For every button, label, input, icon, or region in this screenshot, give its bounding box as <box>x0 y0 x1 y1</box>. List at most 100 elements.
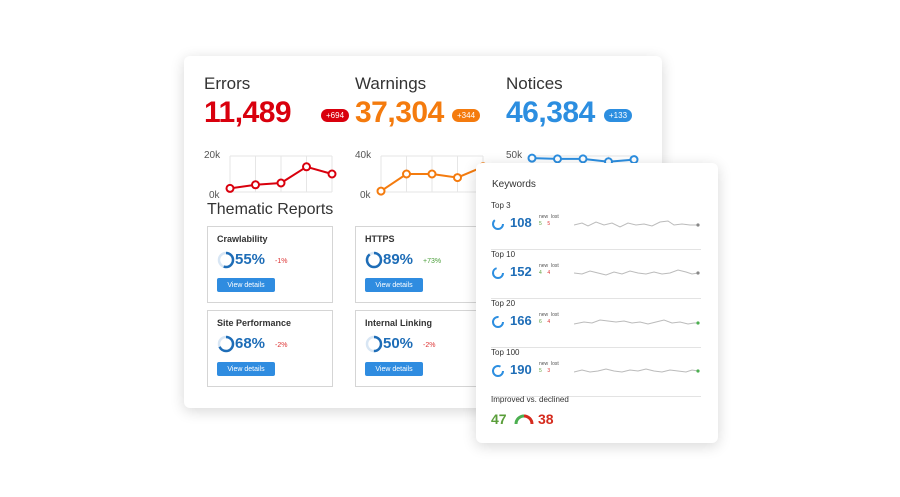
keywords-panel: Keywords Top 3 108 new lost 5 5 Top 10 1… <box>476 163 718 443</box>
keyword-row-label: Top 3 <box>491 201 511 210</box>
progress-ring-icon <box>492 267 504 279</box>
report-percent: 55% <box>235 251 266 268</box>
keyword-count: 190 <box>510 362 532 377</box>
trend-point <box>553 154 562 164</box>
report-title: Internal Linking <box>365 318 433 328</box>
view-details-button[interactable]: View details <box>217 362 275 376</box>
keyword-count: 152 <box>510 264 532 279</box>
trend-point <box>251 180 260 190</box>
lost-label: lost <box>550 312 559 318</box>
errors-sparkline: 20k 0k <box>204 150 337 201</box>
view-details-button[interactable]: View details <box>365 362 423 376</box>
new-count: 4 <box>539 270 542 276</box>
ring-fill <box>217 251 235 269</box>
report-delta: +73% <box>423 258 442 265</box>
warnings-axis-bottom: 0k <box>360 190 372 201</box>
trend-point <box>402 169 411 179</box>
ring-fill <box>365 335 383 353</box>
lost-label: lost <box>550 263 559 269</box>
lost-count: 3 <box>547 368 551 374</box>
lost-label: lost <box>550 361 559 367</box>
errors-axis-top: 20k <box>204 150 221 161</box>
errors-label: Errors <box>204 74 251 93</box>
ring-fill <box>365 251 383 269</box>
progress-ring-icon <box>365 335 383 353</box>
progress-ring-icon <box>217 251 235 269</box>
errors-value: 11,489 <box>204 96 292 129</box>
keywords-title: Keywords <box>492 179 536 190</box>
improved-count: 47 <box>491 411 507 427</box>
report-card-internal-linking[interactable]: Internal Linking 50% -2% View details <box>355 310 481 387</box>
lost-count: 4 <box>547 319 551 325</box>
warnings-sparkline: 40k 0k <box>355 150 488 201</box>
warnings-metric[interactable]: Warnings 37,304 +344 40k 0k <box>355 74 505 201</box>
warnings-value: 37,304 <box>355 96 444 129</box>
errors-axis-bottom: 0k <box>209 190 221 201</box>
report-delta: -2% <box>275 342 288 349</box>
keyword-row-label: Top 20 <box>491 299 516 308</box>
report-percent: 89% <box>383 251 414 268</box>
new-lost-stats: new lost 6 4 <box>539 312 559 326</box>
improved-declined-label: Improved vs. declined <box>491 395 569 404</box>
trend-point <box>276 178 286 188</box>
progress-ring-icon <box>492 365 504 377</box>
warnings-badge: +344 <box>452 109 481 122</box>
errors-metric[interactable]: Errors 11,489 +694 20k 0k <box>204 74 354 201</box>
trend-point <box>302 162 311 172</box>
new-lost-stats: new lost 5 3 <box>539 361 559 375</box>
keyword-count: 166 <box>510 313 532 328</box>
new-lost-stats: new lost 5 5 <box>539 214 559 228</box>
notices-badge: +133 <box>604 109 633 122</box>
new-label: new <box>539 361 549 367</box>
errors-badge: +694 <box>321 109 350 122</box>
keyword-row-top3[interactable]: Top 3 108 new lost 5 5 <box>491 201 701 250</box>
new-count: 5 <box>539 221 542 227</box>
keyword-row-label: Top 100 <box>491 348 520 357</box>
notices-axis-top: 50k <box>506 150 523 161</box>
warnings-axis-top: 40k <box>355 150 372 161</box>
ring-fill <box>217 335 235 353</box>
trend-point <box>453 173 462 183</box>
trend-point <box>527 153 537 163</box>
notices-value: 46,384 <box>506 96 595 129</box>
progress-ring-icon <box>365 251 383 269</box>
keyword-sparkline <box>574 269 700 276</box>
report-card-https[interactable]: HTTPS 89% +73% View details <box>355 226 481 303</box>
declined-count: 38 <box>538 411 554 427</box>
progress-ring-icon <box>217 335 235 353</box>
view-details-button[interactable]: View details <box>217 278 275 292</box>
progress-ring-icon <box>492 218 504 230</box>
notices-metric[interactable]: Notices 46,384 +133 50k <box>506 74 656 193</box>
view-details-button[interactable]: View details <box>365 278 423 292</box>
lost-count: 4 <box>547 270 551 276</box>
new-label: new <box>539 214 549 220</box>
keyword-count: 108 <box>510 215 532 230</box>
trend-point <box>578 154 588 164</box>
thematic-reports-title: Thematic Reports <box>207 201 334 218</box>
new-count: 6 <box>539 319 542 325</box>
keyword-row-top10[interactable]: Top 10 152 new lost 4 4 <box>491 250 701 299</box>
report-percent: 50% <box>383 335 414 352</box>
new-lost-stats: new lost 4 4 <box>539 263 559 277</box>
keyword-sparkline <box>574 220 700 228</box>
keyword-row-top100[interactable]: Top 100 190 new lost 5 3 <box>491 348 701 397</box>
report-card-crawlability[interactable]: Crawlability 55% -1% View details <box>207 226 333 303</box>
new-count: 5 <box>539 368 542 374</box>
new-label: new <box>539 312 549 318</box>
keyword-row-label: Top 10 <box>491 250 516 259</box>
report-percent: 68% <box>235 335 266 352</box>
trend-point <box>225 183 235 193</box>
lost-count: 5 <box>547 221 551 227</box>
keyword-sparkline <box>574 319 700 325</box>
keyword-row-top20[interactable]: Top 20 166 new lost 6 4 <box>491 299 701 348</box>
trend-point <box>427 169 437 179</box>
keyword-sparkline <box>574 368 700 373</box>
report-delta: -1% <box>275 258 288 265</box>
report-card-site-performance[interactable]: Site Performance 68% -2% View details <box>207 310 333 387</box>
report-title: Site Performance <box>217 318 292 328</box>
progress-ring-icon <box>492 316 504 328</box>
warnings-label: Warnings <box>355 74 427 93</box>
report-title: HTTPS <box>365 234 395 244</box>
lost-label: lost <box>550 214 559 220</box>
new-label: new <box>539 263 549 269</box>
